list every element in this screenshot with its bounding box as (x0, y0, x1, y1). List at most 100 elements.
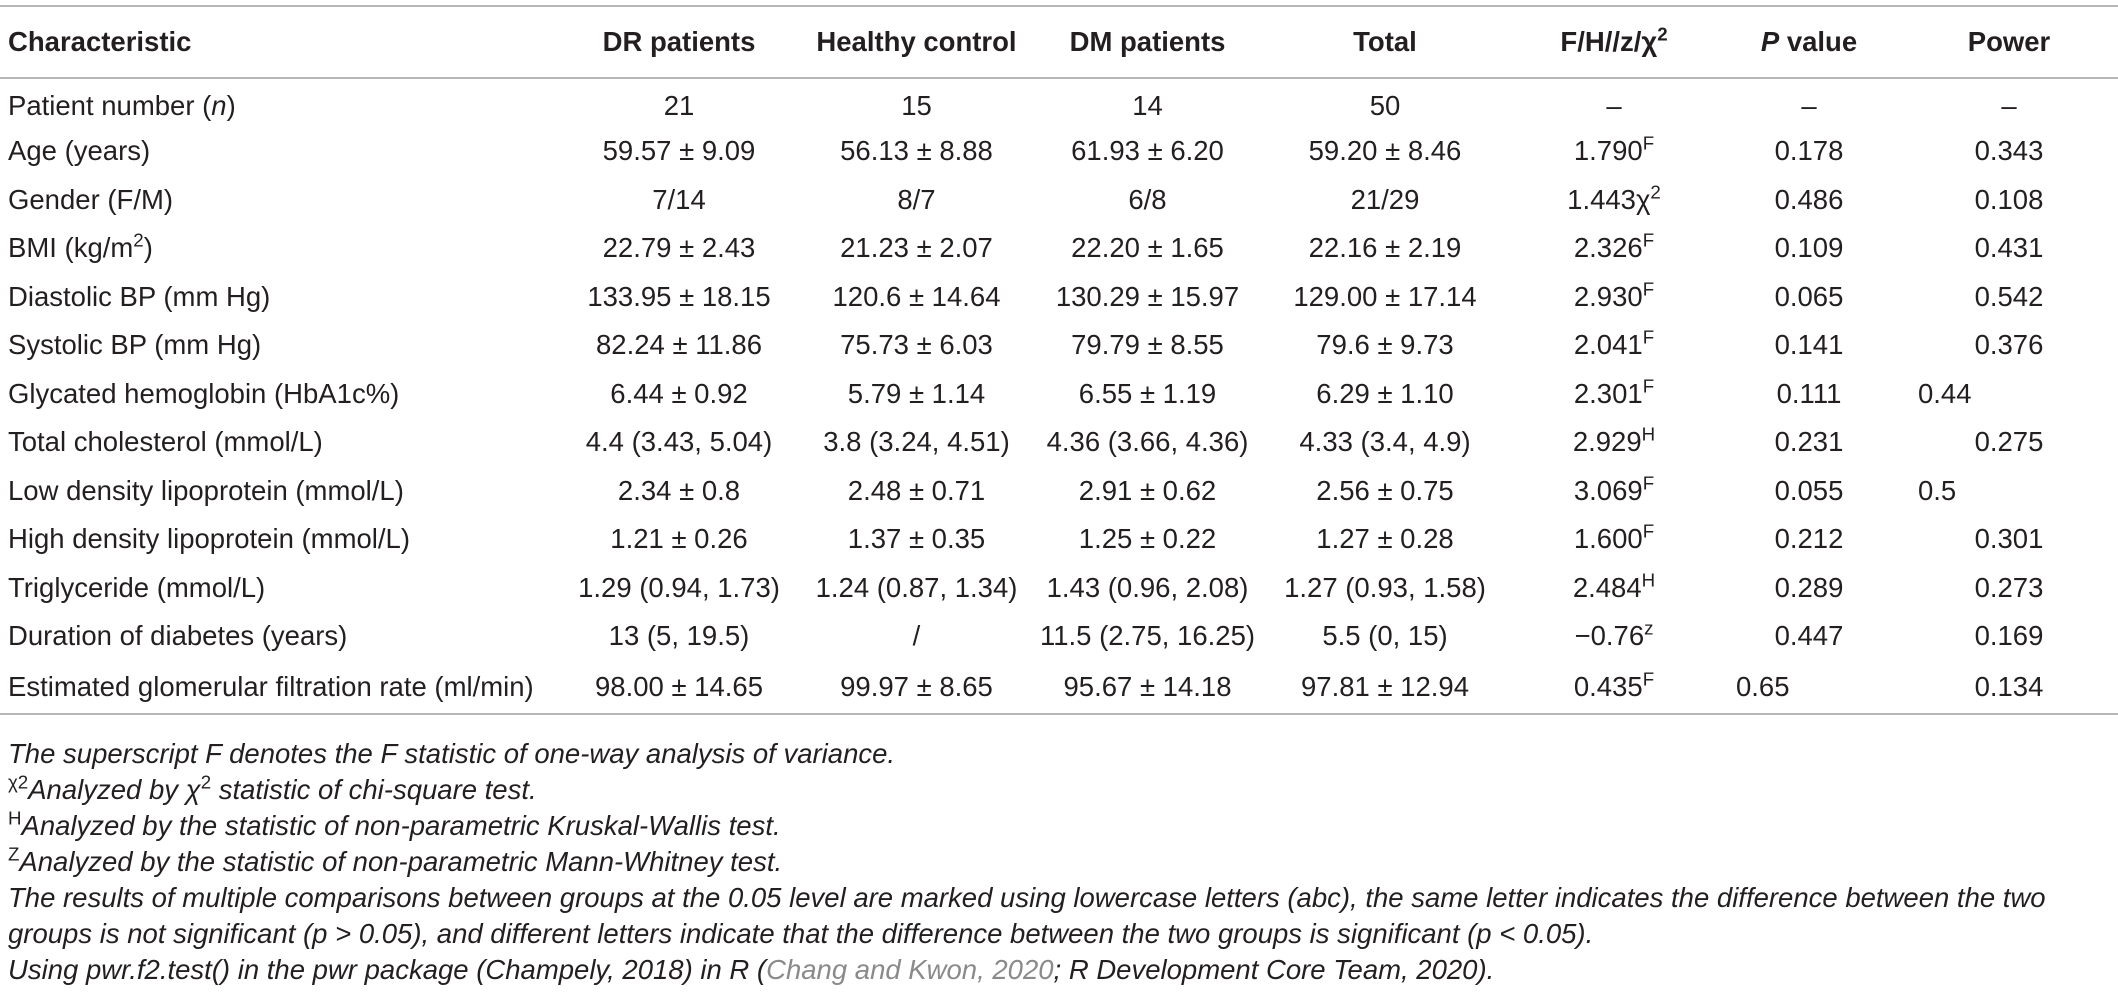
cell-healthy: / (912, 620, 921, 652)
cell-characteristic-label: Glycated hemoglobin (HbA1c%) (8, 377, 400, 409)
cell-characteristic-label: Total cholesterol (mmol/L) (8, 426, 323, 458)
table-row: Estimated glomerular filtration rate (ml… (0, 660, 2118, 715)
cell-statistic-sup: H (1641, 569, 1656, 591)
cell-healthy: 21.23 ± 2.07 (840, 232, 993, 264)
header-statistic-sup: 2 (1657, 23, 1668, 45)
cell-characteristic: Systolic BP (mm Hg) (0, 321, 560, 370)
cell-healthy: 75.73 ± 6.03 (840, 329, 993, 361)
cell-dm: 95.67 ± 14.18 (1035, 660, 1260, 715)
cell-characteristic-italic: n (211, 90, 227, 121)
cell-characteristic-label: Patient number ( (8, 90, 212, 121)
cell-statistic-sup: F (1642, 668, 1655, 690)
cell-statistic-value: 2.326 (1573, 232, 1643, 264)
cell-characteristic: Glycated hemoglobin (HbA1c%) (0, 370, 560, 419)
cell-power: 0.431 (1974, 232, 2044, 264)
cell-statistic-sup: F (1642, 375, 1655, 397)
table-row: Low density lipoprotein (mmol/L) 2.34 ± 0… (0, 467, 2118, 516)
cell-power: 0.376 (1974, 329, 2044, 361)
cell-statistic-sup: H (1641, 423, 1656, 445)
cell-p-value: 0.289 (1774, 571, 1844, 603)
cell-characteristic-label: Estimated glomerular filtration rate (ml… (8, 670, 534, 702)
table-row: Patient number (n) 21 15 14 50 – – – (0, 78, 2118, 127)
citation-link-chang-kwon[interactable]: Chang and Kwon, 2020 (766, 954, 1054, 985)
cell-dr: 59.57 ± 9.09 (602, 135, 756, 167)
cell-healthy: 5.79 ± 1.14 (847, 377, 986, 409)
cell-characteristic-sup: 2 (133, 229, 144, 251)
cell-characteristic-label: Gender (F/M) (8, 183, 174, 215)
cell-statistic-value: 2.930 (1573, 280, 1643, 312)
cell-statistic: 0.435F (1510, 660, 1718, 715)
cell-dr: 21 (663, 90, 695, 121)
footnote-kruskal-wallis: HAnalyzed by the statistic of non-parame… (8, 808, 2108, 844)
cell-statistic: 1.790F (1510, 127, 1718, 176)
cell-statistic-value: 2.041 (1573, 329, 1643, 361)
cell-power: 0.275 (1974, 426, 2044, 458)
cell-statistic: 1.443χ2 (1510, 176, 1718, 225)
cell-healthy: 120.6 ± 14.64 (832, 280, 1001, 312)
footnote-chi-marker: χ2 (8, 771, 29, 793)
cell-characteristic-label: BMI (kg/m (8, 232, 134, 264)
cell-healthy: 8/7 (897, 183, 936, 215)
cell-statistic: 2.326F (1510, 224, 1718, 273)
table-row: Diastolic BP (mm Hg) 133.95 ± 18.15 120.6 … (0, 273, 2118, 322)
cell-statistic: 2.929H (1510, 418, 1718, 467)
cell-characteristic: BMI (kg/m2) (0, 224, 560, 273)
footnote-power-analysis: Using pwr.f2.test() in the pwr package (… (8, 952, 2108, 988)
footnote-multiple-comparisons: The results of multiple comparisons betw… (8, 882, 2046, 949)
cell-total: 5.5 (0, 15) (1322, 620, 1448, 652)
cell-total: 1.27 ± 0.28 (1316, 523, 1454, 555)
cell-total: 22.16 ± 2.19 (1308, 232, 1462, 264)
footnote-mann-whitney: ZAnalyzed by the statistic of non-parame… (8, 844, 2108, 880)
cell-statistic-sup: F (1642, 229, 1655, 251)
cell-dr: 13 (5, 19.5) (608, 620, 750, 652)
cell-healthy: 3.8 (3.24, 4.51) (823, 426, 1010, 458)
cell-statistic: 2.930F (1510, 273, 1718, 322)
cell-statistic-sup: F (1642, 326, 1655, 348)
header-p-letter: P (1760, 26, 1780, 57)
cell-dm: 1.43 (0.96, 2.08) (1046, 571, 1249, 603)
cell-total: 2.56 ± 0.75 (1316, 474, 1454, 506)
cell-characteristic-label: Age (years) (8, 135, 151, 167)
cell-p-value: 0.178 (1774, 135, 1844, 167)
cell-dr: 98.00 ± 14.65 (560, 660, 798, 715)
cell-dm: 22.20 ± 1.65 (1071, 232, 1224, 264)
table-row: Glycated hemoglobin (HbA1c%) 6.44 ± 0.92 5… (0, 370, 2118, 419)
cell-statistic-value: – (1606, 90, 1622, 121)
header-row: Characteristic DR patients Healthy contr… (0, 5, 2118, 79)
cell-statistic-sup: F (1642, 278, 1655, 300)
cell-healthy: 1.24 (0.87, 1.34) (815, 571, 1018, 603)
cell-characteristic-label: High density lipoprotein (mmol/L) (8, 523, 410, 555)
cell-total: 6.29 ± 1.10 (1316, 377, 1454, 409)
header-statistic: F/H//z/χ2 (1510, 5, 1718, 79)
cell-statistic-sup: F (1642, 520, 1655, 542)
cell-p-value: 0.065 (1774, 280, 1844, 312)
cell-dr: 1.29 (0.94, 1.73) (578, 571, 780, 603)
cell-total: 21/29 (1350, 183, 1420, 215)
header-p-rest: value (1779, 26, 1858, 57)
cell-characteristic: Age (years) (0, 127, 560, 176)
cell-dm: 79.79 ± 8.55 (1071, 329, 1224, 361)
cell-healthy: 56.13 ± 8.88 (840, 135, 993, 167)
cell-total: 79.6 ± 9.73 (1316, 329, 1454, 361)
cell-characteristic: Total cholesterol (mmol/L) (0, 418, 560, 467)
table-footnotes: The superscript F denotes the F statisti… (8, 736, 2108, 988)
footnote-chi-symbol-sup: 2 (200, 771, 212, 793)
cell-dr: 2.34 ± 0.8 (617, 474, 741, 506)
table-row: Systolic BP (mm Hg) 82.24 ± 11.86 75.73 ± … (0, 321, 2118, 370)
cell-power: 0.301 (1974, 523, 2044, 555)
footnote-chi-text-b: statistic of chi-square test. (211, 774, 537, 805)
cell-dm: 130.29 ± 15.97 (1055, 280, 1240, 312)
characteristics-table: Characteristic DR patients Healthy contr… (0, 5, 2118, 715)
cell-characteristic: Triglyceride (mmol/L) (0, 564, 560, 613)
table-row: Gender (F/M) 7/14 8/7 6/8 21/29 1.443χ2 0.486 0… (0, 176, 2118, 225)
footnote-power-text-a: Using pwr.f2.test() in the pwr package (… (8, 954, 767, 985)
cell-healthy: 2.48 ± 0.71 (847, 474, 986, 506)
cell-statistic-sup: z (1644, 617, 1654, 639)
cell-characteristic: Low density lipoprotein (mmol/L) (0, 467, 560, 516)
cell-dm: 11.5 (2.75, 16.25) (1039, 620, 1256, 652)
cell-characteristic: Diastolic BP (mm Hg) (0, 273, 560, 322)
cell-p-value: 0.055 (1774, 474, 1844, 506)
cell-power: 0.108 (1974, 183, 2044, 215)
cell-statistic-value: 1.790 (1573, 135, 1643, 167)
